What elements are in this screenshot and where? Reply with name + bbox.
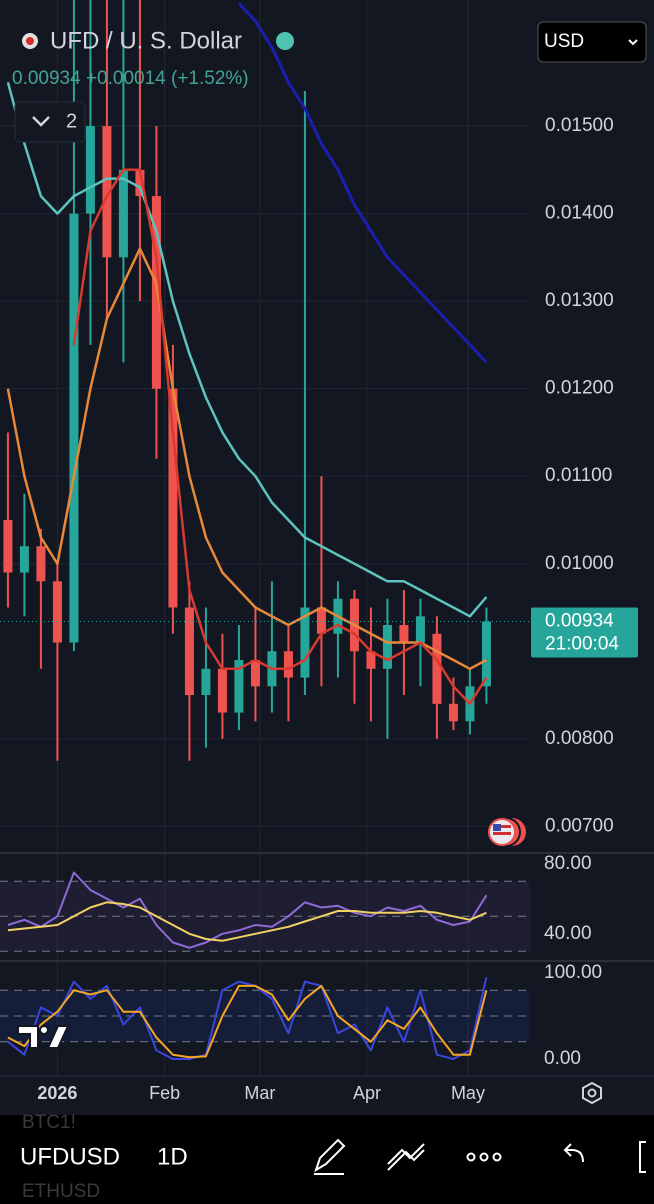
candle-body <box>168 388 178 608</box>
toolbar-interval[interactable]: 1D <box>157 1143 188 1170</box>
market-status <box>276 32 294 50</box>
quote: 0.00934 +0.00014 (+1.52%) <box>12 68 249 89</box>
moving-average <box>72 168 488 706</box>
countdown: 21:00:04 <box>545 634 619 655</box>
candle-body <box>448 703 458 722</box>
candle-body <box>118 169 128 258</box>
plot-layer: 2026 Feb Mar Apr May 0.01500 0.01400 0.01300 0.0… <box>0 0 638 1103</box>
candle-body <box>382 625 392 669</box>
candle-body <box>432 633 442 704</box>
chevron-icon <box>32 116 50 127</box>
candle-body <box>3 519 13 573</box>
indicator-count: 2 <box>66 110 77 132</box>
moving-average <box>237 2 488 364</box>
indicator-line <box>7 977 488 1060</box>
y-tick-label: 40.00 <box>544 923 592 944</box>
y-tick-label: 0.01500 <box>545 115 614 136</box>
x-tick-label: Apr <box>353 1083 381 1103</box>
watchlist-prev: BTC1! <box>22 1112 76 1133</box>
candle-body <box>69 213 79 643</box>
draw-tool-icon[interactable] <box>314 1138 346 1175</box>
y-tick-label: 0.01000 <box>545 553 614 574</box>
toolbar: BTC1! UFDUSD ETHUSD 1D <box>0 1112 654 1202</box>
settings-icon[interactable] <box>582 1081 602 1105</box>
moving-average <box>6 81 488 618</box>
candle-body <box>316 607 326 634</box>
y-tick-label: 0.00 <box>544 1048 581 1069</box>
y-tick-label: 80.00 <box>544 853 592 874</box>
candle-body <box>481 621 491 687</box>
event-flag[interactable] <box>488 817 526 847</box>
symbol-logo-dot <box>26 37 34 45</box>
indicators-toggle[interactable] <box>14 101 86 143</box>
x-tick-label: May <box>451 1083 485 1103</box>
y-tick-label: 0.01400 <box>545 203 614 224</box>
watchlist-next: ETHUSD <box>22 1181 100 1199</box>
header: UFD / U. S. Dollar 0.00934 +0.00014 (+1.… <box>12 21 647 143</box>
candle-body <box>36 546 46 582</box>
y-tick-label: 0.00800 <box>545 728 614 749</box>
candle-body <box>217 668 227 713</box>
y-tick-label: 0.01100 <box>545 465 612 486</box>
candle-body <box>250 660 260 687</box>
candle-body <box>366 651 376 669</box>
candle-body <box>399 625 409 643</box>
candle-body <box>85 126 95 214</box>
dropdown-icon <box>628 39 638 46</box>
tv-logo <box>17 1025 70 1049</box>
candle-body <box>52 581 62 643</box>
candle-body <box>135 169 145 197</box>
last-price-label: 0.00934 <box>545 611 614 632</box>
y-tick-label: 100.00 <box>544 962 602 983</box>
currency: USD <box>544 31 584 52</box>
candle-body <box>19 546 29 573</box>
last-price-box <box>531 607 638 658</box>
indicator-line <box>7 901 487 942</box>
y-tick-label: 0.00700 <box>545 815 614 836</box>
toolbar-background <box>0 1115 654 1199</box>
moving-average <box>6 247 487 671</box>
x-tick-label: Mar <box>244 1083 275 1103</box>
candle-body <box>151 196 161 389</box>
y-tick-label: 0.01200 <box>545 378 614 399</box>
indicator-line <box>7 871 488 949</box>
currency-select[interactable] <box>537 21 647 63</box>
candle-body <box>102 126 112 258</box>
candle-body <box>201 668 211 696</box>
settings-icon-hub <box>587 1088 597 1098</box>
y-tick-label: 0.01300 <box>545 290 614 311</box>
candle-body <box>234 660 244 713</box>
symbol-title[interactable]: UFD / U. S. Dollar <box>50 27 242 54</box>
candle-body <box>300 607 310 678</box>
candle-body <box>283 651 293 678</box>
x-tick-label: Feb <box>149 1083 180 1103</box>
x-tick-label: 2026 <box>37 1083 77 1103</box>
candle-body <box>184 607 194 696</box>
indicator-line <box>7 984 488 1059</box>
toolbar-symbol[interactable]: UFDUSD <box>20 1143 120 1170</box>
more-icon[interactable] <box>466 1152 502 1162</box>
indicators-icon[interactable] <box>387 1143 425 1171</box>
fullscreen-icon[interactable] <box>639 1141 646 1173</box>
undo-icon[interactable] <box>563 1143 584 1163</box>
candle-body <box>415 616 425 643</box>
